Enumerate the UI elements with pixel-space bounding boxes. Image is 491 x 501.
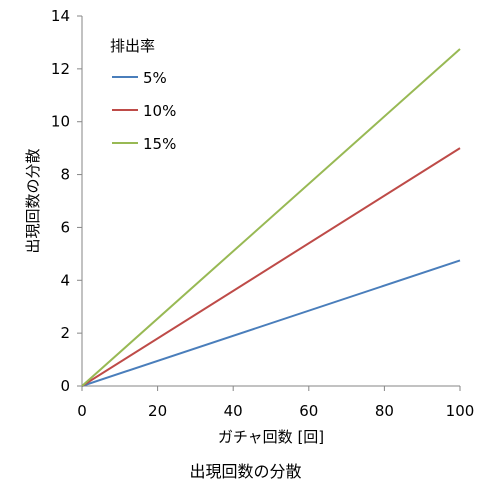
y-tick-label: 10 [51,113,70,131]
x-tick-label: 80 [375,402,394,420]
series-lines [81,48,461,387]
chart-caption: 出現回数の分散 [189,462,302,481]
x-tick-label: 20 [148,402,167,420]
legend-label: 10% [143,102,176,120]
x-tick-label: 40 [224,402,243,420]
y-tick-label: 2 [60,324,70,342]
legend-title: 排出率 [110,37,155,55]
x-axis-ticks: 0 20 40 60 80 100 [77,386,474,420]
legend: 排出率 5% 10% 15% [110,37,176,153]
y-axis-ticks: 0 2 4 6 8 10 12 14 [51,7,82,395]
series-line [81,259,461,387]
x-axis-label: ガチャ回数 [回] [218,428,324,446]
y-axis-label: 出現回数の分散 [24,148,42,253]
y-tick-label: 8 [60,166,70,184]
x-tick-label: 0 [77,402,87,420]
series-line [81,147,461,387]
legend-label: 5% [143,69,167,87]
y-tick-label: 12 [51,60,70,78]
series-line [81,48,461,387]
x-tick-label: 100 [446,402,475,420]
y-tick-label: 6 [60,218,70,236]
y-tick-label: 0 [60,377,70,395]
y-tick-label: 14 [51,7,70,25]
legend-label: 15% [143,135,176,153]
x-tick-label: 60 [299,402,318,420]
y-tick-label: 4 [60,271,70,289]
